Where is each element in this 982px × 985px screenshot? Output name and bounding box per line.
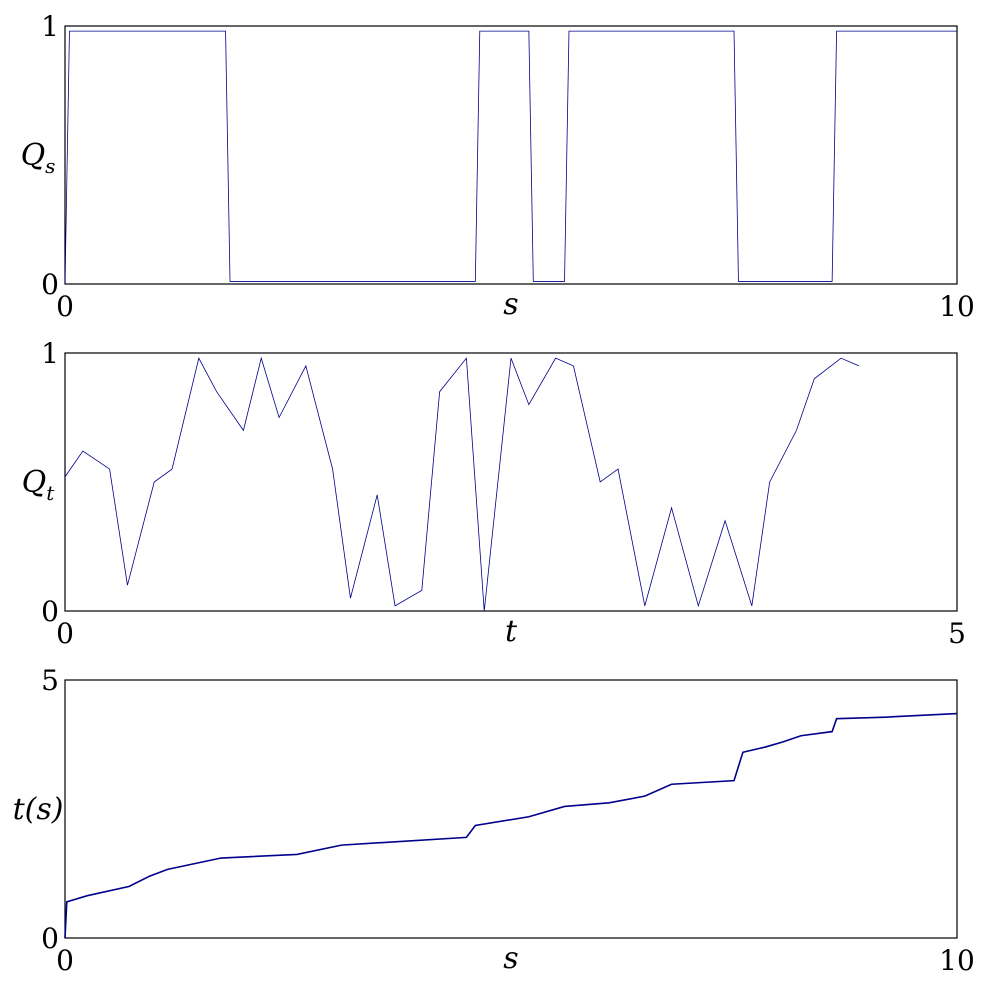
x-tick-label-qs-1: 10 <box>939 290 975 323</box>
plot-frame-ts <box>64 679 958 939</box>
y-axis-label-qs: Qs <box>21 138 56 178</box>
y-tick-label-qs-1: 1 <box>41 10 59 43</box>
y-tick-label-ts-1: 5 <box>41 664 59 697</box>
x-axis-label-qt: t <box>505 614 518 649</box>
x-tick-label-qt-0: 0 <box>56 617 74 650</box>
y-axis-label-ts: t(s) <box>13 792 64 827</box>
series-line-qs-0 <box>64 30 957 285</box>
plot-frame-qt <box>64 352 958 612</box>
panel-qs: 0 10 0 1 s Qs <box>21 10 975 323</box>
plot-frame-qs <box>64 25 958 285</box>
y-tick-label-qt-0: 0 <box>41 595 59 628</box>
y-tick-label-qs-0: 0 <box>41 268 59 301</box>
y-axis-label-qt: Qt <box>22 465 56 505</box>
x-axis-label-qs: s <box>503 287 518 322</box>
x-axis-label-ts: s <box>503 941 518 976</box>
x-tick-label-ts-1: 10 <box>939 944 975 977</box>
series-line-qt-0 <box>64 356 860 612</box>
panel-ts: 0 10 0 5 s t(s) <box>13 664 975 977</box>
panel-qt: 0 5 0 1 t Qt <box>22 337 966 650</box>
x-tick-label-qt-1: 5 <box>948 617 966 650</box>
x-tick-label-qs-0: 0 <box>56 290 74 323</box>
y-tick-label-qt-1: 1 <box>41 337 59 370</box>
y-tick-label-ts-0: 0 <box>41 922 59 955</box>
series-line-ts-0 <box>64 712 958 939</box>
x-tick-label-ts-0: 0 <box>56 944 74 977</box>
